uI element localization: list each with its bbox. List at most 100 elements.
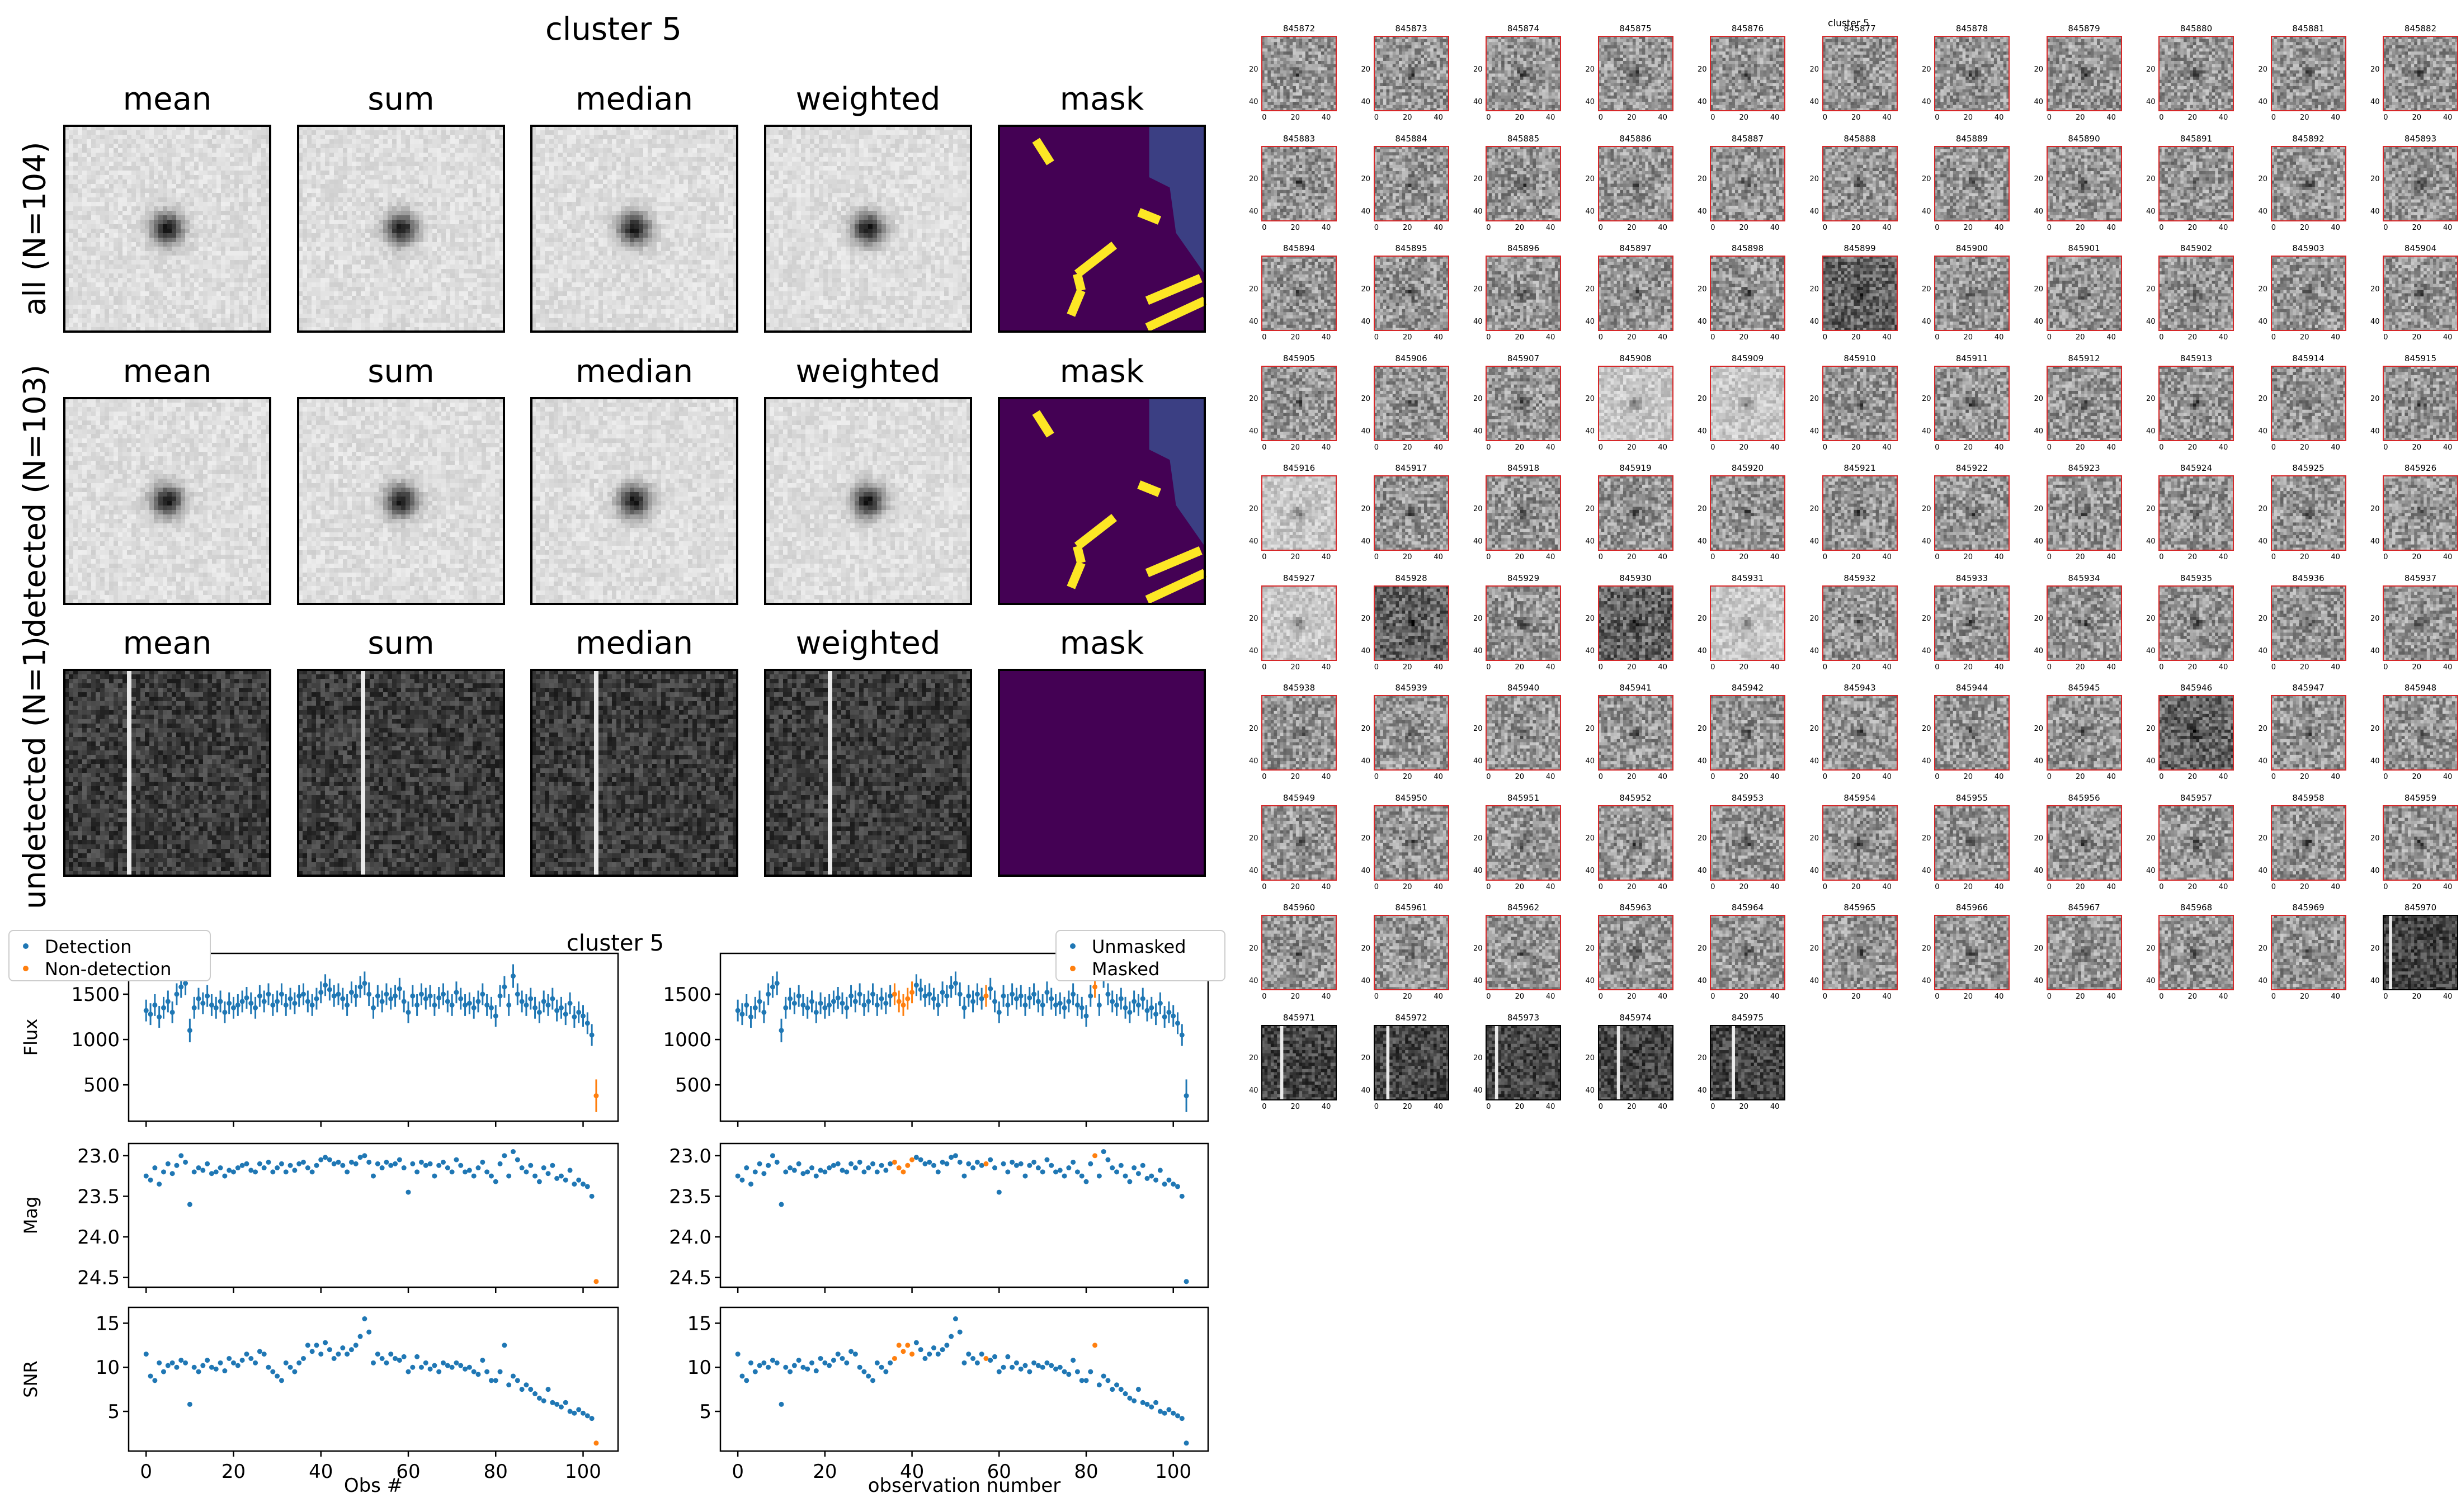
stamp-y-tick: 20 [1922,395,1931,403]
stamp-x-tick: 0 [2159,773,2163,781]
stamp-y-tick: 20 [1586,944,1595,953]
stamp-x-tick: 0 [2159,443,2163,452]
stamp-y-tick: 40 [2259,427,2268,436]
stamp-y-tick: 20 [1922,285,1931,294]
stamp-image [1486,475,1561,551]
stamp-x-tick: 40 [1322,1103,1331,1111]
stamp-y-tick: 40 [2034,867,2044,875]
stamp-x-tick: 20 [1627,663,1637,672]
stamp-y-tick: 20 [2370,175,2380,183]
stamp-id: 845942 [1732,683,1764,693]
stamp-y-tick: 20 [2034,285,2044,294]
stamp-id: 845969 [2292,903,2324,913]
stamp-x-tick: 40 [2106,883,2116,891]
stamp-x-tick: 20 [1515,553,1524,561]
stamp-y-tick: 40 [1810,977,1819,985]
stamp-y-tick: 20 [1361,1054,1371,1062]
stamp-image [1934,146,2010,221]
stamp-x-tick: 20 [1290,663,1300,672]
stamp-id: 845912 [2068,353,2100,363]
stamp-id: 845898 [1732,243,1764,253]
stamp-y-tick: 40 [1810,647,1819,655]
stamp-x-tick: 40 [2443,333,2453,342]
stamp-image [1822,366,1898,441]
stamp-x-tick: 0 [2383,443,2388,452]
stamp-x-tick: 20 [1739,1103,1748,1111]
stamp-x-tick: 40 [1995,114,2004,122]
stamp-x-tick: 0 [1710,773,1715,781]
stamp-y-tick: 40 [2370,98,2380,106]
stamp-id: 845909 [1732,353,1764,363]
stamp-y-tick: 20 [2259,834,2268,843]
stamp-id: 845914 [2292,353,2324,363]
stamp-id: 845943 [1844,683,1875,693]
stamp-id: 845958 [2292,793,2324,803]
stamp-x-tick: 20 [1515,663,1524,672]
stamp-id: 845879 [2068,23,2100,34]
stamp-image [1822,805,1898,881]
stamp-id: 845899 [1844,243,1875,253]
stamp-x-tick: 0 [1262,224,1266,232]
stamp-x-tick: 40 [1434,553,1443,561]
stamp-y-tick: 40 [2146,977,2156,985]
stamp-x-tick: 20 [1515,1103,1524,1111]
stamp-y-tick: 20 [2259,505,2268,513]
stamp-x-tick: 40 [1658,114,1667,122]
stamp-x-tick: 40 [2219,224,2228,232]
stamp-x-tick: 0 [2047,883,2052,891]
stamp-x-tick: 40 [2219,443,2228,452]
stamp-image [2047,695,2122,771]
stamp-y-tick: 40 [1361,977,1371,985]
stamp-x-tick: 20 [1403,883,1412,891]
stamp-x-tick: 40 [1434,114,1443,122]
stamp-x-tick: 0 [1486,883,1491,891]
stamp-id: 845924 [2180,463,2212,473]
stamp-id: 845957 [2180,793,2212,803]
stamp-image [1486,366,1561,441]
stamp-x-tick: 20 [2187,553,2197,561]
stamp-x-tick: 20 [2076,333,2085,342]
stamp-image [1486,805,1561,881]
stamp-x-tick: 0 [1599,883,1603,891]
stamp-y-tick: 40 [1586,867,1595,875]
stamp-y-tick: 20 [1698,725,1707,733]
stamp-x-tick: 0 [1823,224,1827,232]
stamp-y-tick: 20 [1810,615,1819,623]
stamp-x-tick: 40 [1434,224,1443,232]
stamp-x-tick: 20 [1627,224,1637,232]
stamp-x-tick: 0 [2159,553,2163,561]
stamp-y-tick: 20 [1922,65,1931,74]
stamp-x-tick: 40 [1322,114,1331,122]
stamp-image [1934,366,2010,441]
stamp-x-tick: 20 [1851,773,1861,781]
stamp-x-tick: 0 [1823,993,1827,1001]
stamp-x-tick: 20 [2412,993,2421,1001]
stamp-x-tick: 40 [2331,773,2340,781]
stamp-image [1261,36,1337,111]
stamp-image [1261,475,1337,551]
stamp-y-tick: 40 [1922,757,1931,766]
stamp-id: 845959 [2405,793,2436,803]
stamp-y-tick: 40 [1922,318,1931,326]
stamp-image [1374,146,1449,221]
stamp-x-tick: 40 [1322,224,1331,232]
stamp-x-tick: 0 [1486,553,1491,561]
stamp-image [1710,695,1785,771]
stamp-y-tick: 40 [1698,318,1707,326]
stamp-y-tick: 40 [2034,318,2044,326]
stamp-y-tick: 40 [2034,757,2044,766]
stamp-image [1934,695,2010,771]
stamp-id: 845931 [1732,573,1764,583]
stamp-image [1710,805,1785,881]
stamp-image [1822,256,1898,331]
stamp-image [1598,915,1673,990]
stamp-x-tick: 20 [2076,114,2085,122]
stamp-x-tick: 0 [2383,114,2388,122]
stamp-y-tick: 20 [1361,505,1371,513]
stamp-x-tick: 20 [2412,114,2421,122]
stamp-x-tick: 0 [1262,993,1266,1001]
stamp-x-tick: 40 [1658,1103,1667,1111]
stamp-x-tick: 0 [2047,224,2052,232]
stamp-id: 845915 [2405,353,2436,363]
stamp-x-tick: 40 [1995,883,2004,891]
